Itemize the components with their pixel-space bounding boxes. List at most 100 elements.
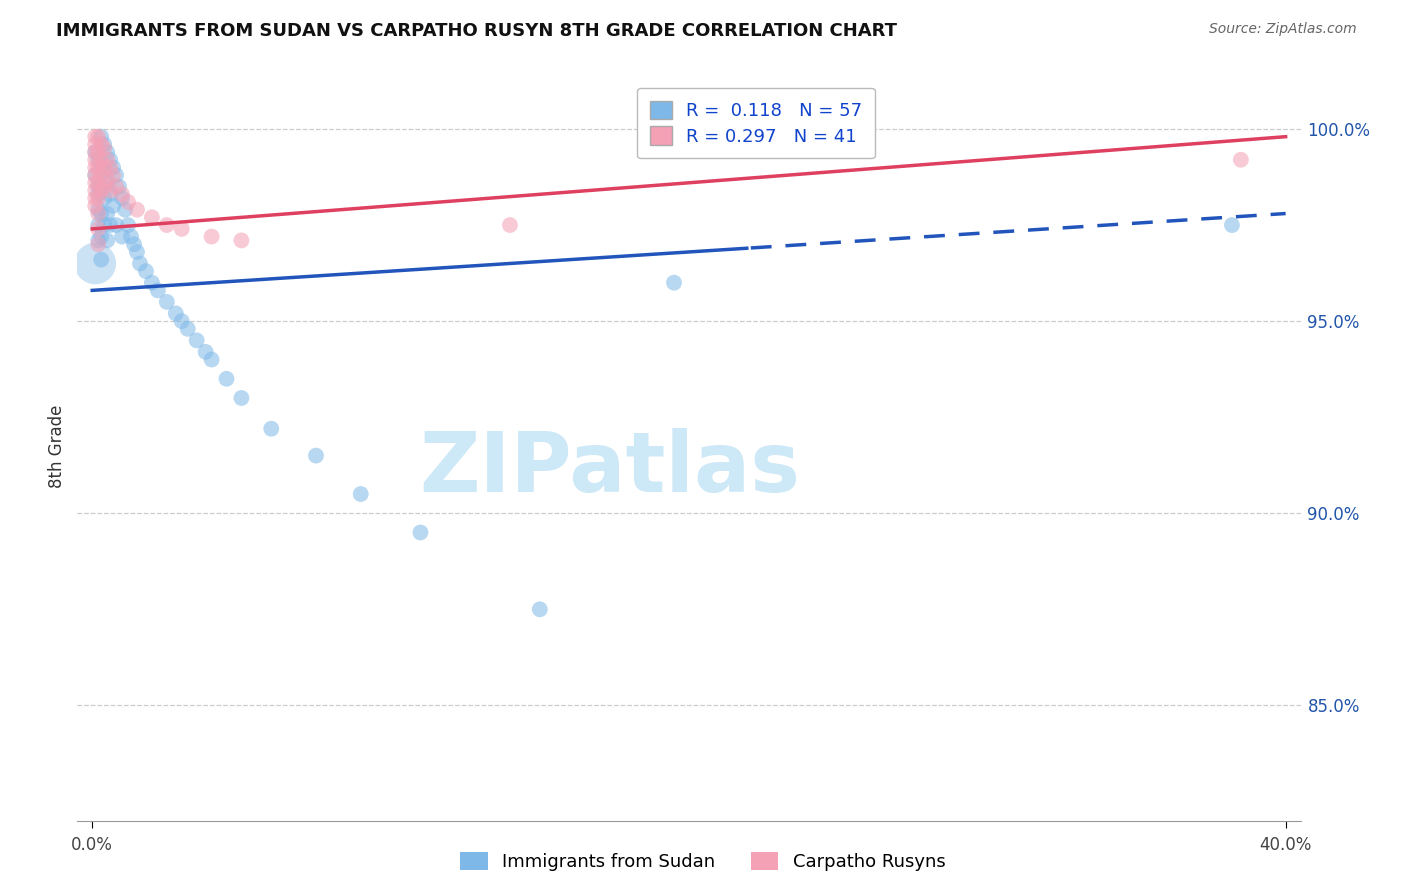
Point xyxy=(90,206,112,220)
Point xyxy=(87,237,110,252)
Point xyxy=(87,179,110,194)
Text: ZIPatlas: ZIPatlas xyxy=(419,428,800,509)
Point xyxy=(96,172,118,186)
Point xyxy=(90,179,112,194)
Point xyxy=(101,168,124,182)
Text: Source: ZipAtlas.com: Source: ZipAtlas.com xyxy=(1209,22,1357,37)
Point xyxy=(96,153,118,167)
Point xyxy=(90,129,112,144)
Point xyxy=(90,168,112,182)
Point xyxy=(111,187,134,202)
Point xyxy=(101,199,124,213)
Point xyxy=(84,191,107,205)
Point xyxy=(125,202,148,217)
Text: IMMIGRANTS FROM SUDAN VS CARPATHO RUSYN 8TH GRADE CORRELATION CHART: IMMIGRANTS FROM SUDAN VS CARPATHO RUSYN … xyxy=(56,22,897,40)
Point xyxy=(98,184,121,198)
Point xyxy=(170,314,193,328)
Point xyxy=(117,194,139,209)
Point xyxy=(111,191,134,205)
Point xyxy=(122,237,145,252)
Point xyxy=(125,244,148,259)
Point xyxy=(499,218,522,232)
Point xyxy=(98,187,121,202)
Point xyxy=(93,218,115,232)
Point xyxy=(98,161,121,175)
Point xyxy=(165,306,187,320)
Point xyxy=(96,145,118,159)
Point xyxy=(87,145,110,159)
Point xyxy=(260,422,283,436)
Legend: R =  0.118   N = 57, R = 0.297   N = 41: R = 0.118 N = 57, R = 0.297 N = 41 xyxy=(637,88,875,158)
Point xyxy=(194,344,217,359)
Point xyxy=(90,137,112,152)
Point xyxy=(84,145,107,159)
Legend: Immigrants from Sudan, Carpatho Rusyns: Immigrants from Sudan, Carpatho Rusyns xyxy=(453,845,953,879)
Point xyxy=(87,218,110,232)
Point xyxy=(170,222,193,236)
Point xyxy=(87,206,110,220)
Point xyxy=(1230,153,1253,167)
Point xyxy=(93,141,115,155)
Point xyxy=(84,137,107,152)
Point xyxy=(96,206,118,220)
Point xyxy=(87,153,110,167)
Point xyxy=(84,199,107,213)
Point xyxy=(87,187,110,202)
Point xyxy=(662,276,685,290)
Point xyxy=(84,176,107,190)
Point xyxy=(105,179,128,194)
Point xyxy=(98,218,121,232)
Point xyxy=(114,202,136,217)
Point xyxy=(117,218,139,232)
Point xyxy=(84,256,107,270)
Point xyxy=(90,153,112,167)
Point xyxy=(87,191,110,205)
Point xyxy=(529,602,551,616)
Point xyxy=(105,218,128,232)
Point xyxy=(135,264,157,278)
Point xyxy=(177,322,200,336)
Point xyxy=(156,294,179,309)
Point xyxy=(90,252,112,267)
Point xyxy=(111,229,134,244)
Point xyxy=(84,145,107,159)
Point xyxy=(87,234,110,248)
Point xyxy=(409,525,432,540)
Point xyxy=(200,229,222,244)
Point xyxy=(96,234,118,248)
Point xyxy=(108,179,131,194)
Point xyxy=(84,184,107,198)
Point xyxy=(215,372,238,386)
Point xyxy=(156,218,179,232)
Point xyxy=(87,176,110,190)
Point xyxy=(305,449,328,463)
Point xyxy=(87,202,110,217)
Y-axis label: 8th Grade: 8th Grade xyxy=(48,404,66,488)
Point xyxy=(87,129,110,144)
Point xyxy=(146,284,169,298)
Point xyxy=(93,191,115,205)
Point xyxy=(93,164,115,178)
Point xyxy=(231,234,253,248)
Point xyxy=(84,153,107,167)
Point xyxy=(98,153,121,167)
Point xyxy=(101,161,124,175)
Point xyxy=(141,211,163,225)
Point xyxy=(231,391,253,405)
Point xyxy=(90,184,112,198)
Point xyxy=(93,161,115,175)
Point xyxy=(90,229,112,244)
Point xyxy=(129,256,152,270)
Point xyxy=(186,334,208,348)
Point xyxy=(141,276,163,290)
Point xyxy=(1220,218,1243,232)
Point xyxy=(84,168,107,182)
Point xyxy=(93,179,115,194)
Point xyxy=(84,129,107,144)
Point xyxy=(87,161,110,175)
Point xyxy=(350,487,373,501)
Point xyxy=(87,222,110,236)
Point xyxy=(120,229,142,244)
Point xyxy=(96,176,118,190)
Point xyxy=(84,161,107,175)
